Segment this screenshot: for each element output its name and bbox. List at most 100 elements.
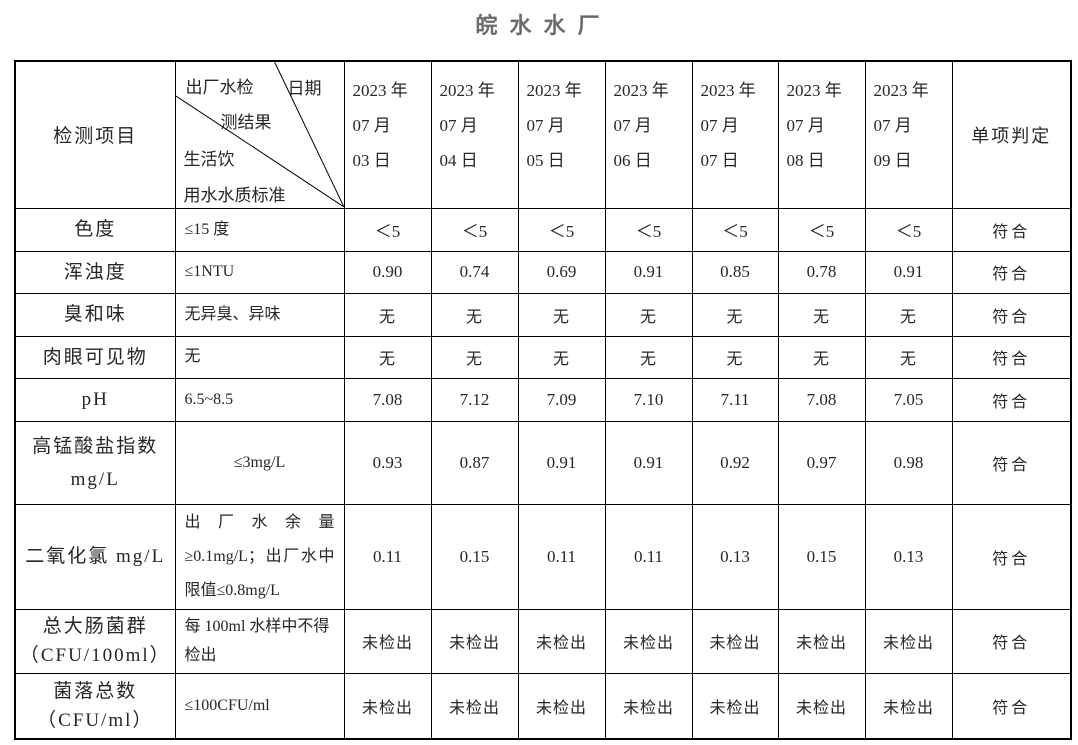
value-cell: 7.10 xyxy=(604,377,693,422)
table-row-ph: pH 6.5~8.5 7.08 7.12 7.09 7.10 7.11 7.08… xyxy=(14,377,1072,422)
value-cell: 7.08 xyxy=(343,377,432,422)
value-cell: 无 xyxy=(777,292,866,337)
value-cell: 7.08 xyxy=(777,377,866,422)
value-cell: 0.69 xyxy=(517,250,606,294)
judge-cell: 符合 xyxy=(951,250,1072,294)
value-cell: 0.91 xyxy=(604,250,693,294)
row-standard: 6.5~8.5 xyxy=(174,377,345,422)
value-cell: 无 xyxy=(343,292,432,337)
value-cell: 未检出 xyxy=(604,608,693,674)
value-cell: 无 xyxy=(343,335,432,379)
value-cell: 7.09 xyxy=(517,377,606,422)
row-standard: ≤15 度 xyxy=(174,207,345,252)
value-cell: 未检出 xyxy=(517,608,606,674)
value-cell: 0.91 xyxy=(604,420,693,505)
header-judge-label: 单项判定 xyxy=(951,60,1072,209)
value-cell: 0.90 xyxy=(343,250,432,294)
row-item-label: 臭和味 xyxy=(14,292,176,337)
corner-standard-label-line1: 生活饮 xyxy=(183,150,235,169)
value-cell: ＜5 xyxy=(777,207,866,252)
value-cell: ＜5 xyxy=(343,207,432,252)
row-item-label: 二氧化氯 mg/L xyxy=(14,503,176,610)
value-cell: 无 xyxy=(517,292,606,337)
value-cell: 7.05 xyxy=(864,377,953,422)
diagonal-lines-icon xyxy=(176,62,343,207)
judge-cell: 符合 xyxy=(951,672,1072,740)
corner-result-label-line2: 测结果 xyxy=(220,113,272,132)
value-cell: 0.78 xyxy=(777,250,866,294)
value-cell: 0.98 xyxy=(864,420,953,505)
row-item-label: 高锰酸盐指数 mg/L xyxy=(14,420,176,505)
header-date-3: 2023 年 07 月 05 日 xyxy=(517,60,606,209)
value-cell: 0.92 xyxy=(691,420,779,505)
row-item-label: 总大肠菌群 （CFU/100ml） xyxy=(14,608,176,674)
value-cell: 无 xyxy=(604,292,693,337)
value-cell: 0.74 xyxy=(430,250,519,294)
header-date-6: 2023 年 07 月 08 日 xyxy=(777,60,866,209)
value-cell: 未检出 xyxy=(864,672,953,740)
header-date-2: 2023 年 07 月 04 日 xyxy=(430,60,519,209)
judge-cell: 符合 xyxy=(951,608,1072,674)
row-item-label: pH xyxy=(14,377,176,422)
table-row-chlorine-dioxide: 二氧化氯 mg/L 出厂水余量≥0.1mg/L；出厂水中限值≤0.8mg/L 0… xyxy=(14,503,1072,610)
row-item-label: 肉眼可见物 xyxy=(14,335,176,379)
judge-cell: 符合 xyxy=(951,292,1072,337)
header-item-label: 检测项目 xyxy=(14,60,176,209)
value-cell: 未检出 xyxy=(430,608,519,674)
judge-cell: 符合 xyxy=(951,420,1072,505)
value-cell: 未检出 xyxy=(777,672,866,740)
value-cell: 0.15 xyxy=(430,503,519,610)
judge-cell: 符合 xyxy=(951,335,1072,379)
corner-box: 出厂水检 日期 测结果 生活饮 用水水质标准 xyxy=(176,62,343,207)
value-cell: ＜5 xyxy=(604,207,693,252)
value-cell: 未检出 xyxy=(343,608,432,674)
row-standard: ≤3mg/L xyxy=(174,420,345,505)
table-row-total-coliform: 总大肠菌群 （CFU/100ml） 每 100ml 水样中不得检出 未检出 未检… xyxy=(14,608,1072,674)
header-date-5: 2023 年 07 月 07 日 xyxy=(691,60,779,209)
value-cell: 无 xyxy=(691,335,779,379)
value-cell: 未检出 xyxy=(691,672,779,740)
value-cell: 0.11 xyxy=(517,503,606,610)
table-row-colony-count: 菌落总数 （CFU/ml） ≤100CFU/ml 未检出 未检出 未检出 未检出… xyxy=(14,672,1072,740)
page-title: 皖 水 水 厂 xyxy=(475,13,603,38)
table-row-visible-matter: 肉眼可见物 无 无 无 无 无 无 无 无 符合 xyxy=(14,335,1072,379)
value-cell: 无 xyxy=(691,292,779,337)
table-row-color: 色度 ≤15 度 ＜5 ＜5 ＜5 ＜5 ＜5 ＜5 ＜5 符合 xyxy=(14,207,1072,252)
header-date-1: 2023 年 07 月 03 日 xyxy=(343,60,432,209)
value-cell: 无 xyxy=(864,335,953,379)
row-item-label: 菌落总数 （CFU/ml） xyxy=(14,672,176,740)
value-cell: 0.15 xyxy=(777,503,866,610)
table-row-odor: 臭和味 无异臭、异味 无 无 无 无 无 无 无 符合 xyxy=(14,292,1072,337)
value-cell: 0.87 xyxy=(430,420,519,505)
judge-cell: 符合 xyxy=(951,377,1072,422)
value-cell: 未检出 xyxy=(517,672,606,740)
header-date-4: 2023 年 07 月 06 日 xyxy=(604,60,693,209)
value-cell: 7.11 xyxy=(691,377,779,422)
table-row-permanganate: 高锰酸盐指数 mg/L ≤3mg/L 0.93 0.87 0.91 0.91 0… xyxy=(14,420,1072,505)
value-cell: 0.11 xyxy=(343,503,432,610)
row-standard: 出厂水余量≥0.1mg/L；出厂水中限值≤0.8mg/L xyxy=(174,503,345,610)
header-row: 检测项目 出厂水检 日期 测结果 生活饮 用水水质标准 2023 年 0 xyxy=(14,60,1072,209)
value-cell: 无 xyxy=(604,335,693,379)
row-item-label: 浑浊度 xyxy=(14,250,176,294)
value-cell: ＜5 xyxy=(517,207,606,252)
value-cell: 0.93 xyxy=(343,420,432,505)
value-cell: ＜5 xyxy=(430,207,519,252)
value-cell: ＜5 xyxy=(691,207,779,252)
row-item-label: 色度 xyxy=(14,207,176,252)
value-cell: 无 xyxy=(777,335,866,379)
value-cell: 未检出 xyxy=(343,672,432,740)
corner-date-label: 日期 xyxy=(287,79,322,98)
corner-standard-label-line2: 用水水质标准 xyxy=(183,186,286,205)
value-cell: 0.13 xyxy=(691,503,779,610)
value-cell: 未检出 xyxy=(604,672,693,740)
row-standard: ≤1NTU xyxy=(174,250,345,294)
value-cell: 7.12 xyxy=(430,377,519,422)
value-cell: 无 xyxy=(430,292,519,337)
value-cell: 0.91 xyxy=(517,420,606,505)
judge-cell: 符合 xyxy=(951,207,1072,252)
value-cell: 未检出 xyxy=(691,608,779,674)
value-cell: 无 xyxy=(864,292,953,337)
value-cell: 0.91 xyxy=(864,250,953,294)
